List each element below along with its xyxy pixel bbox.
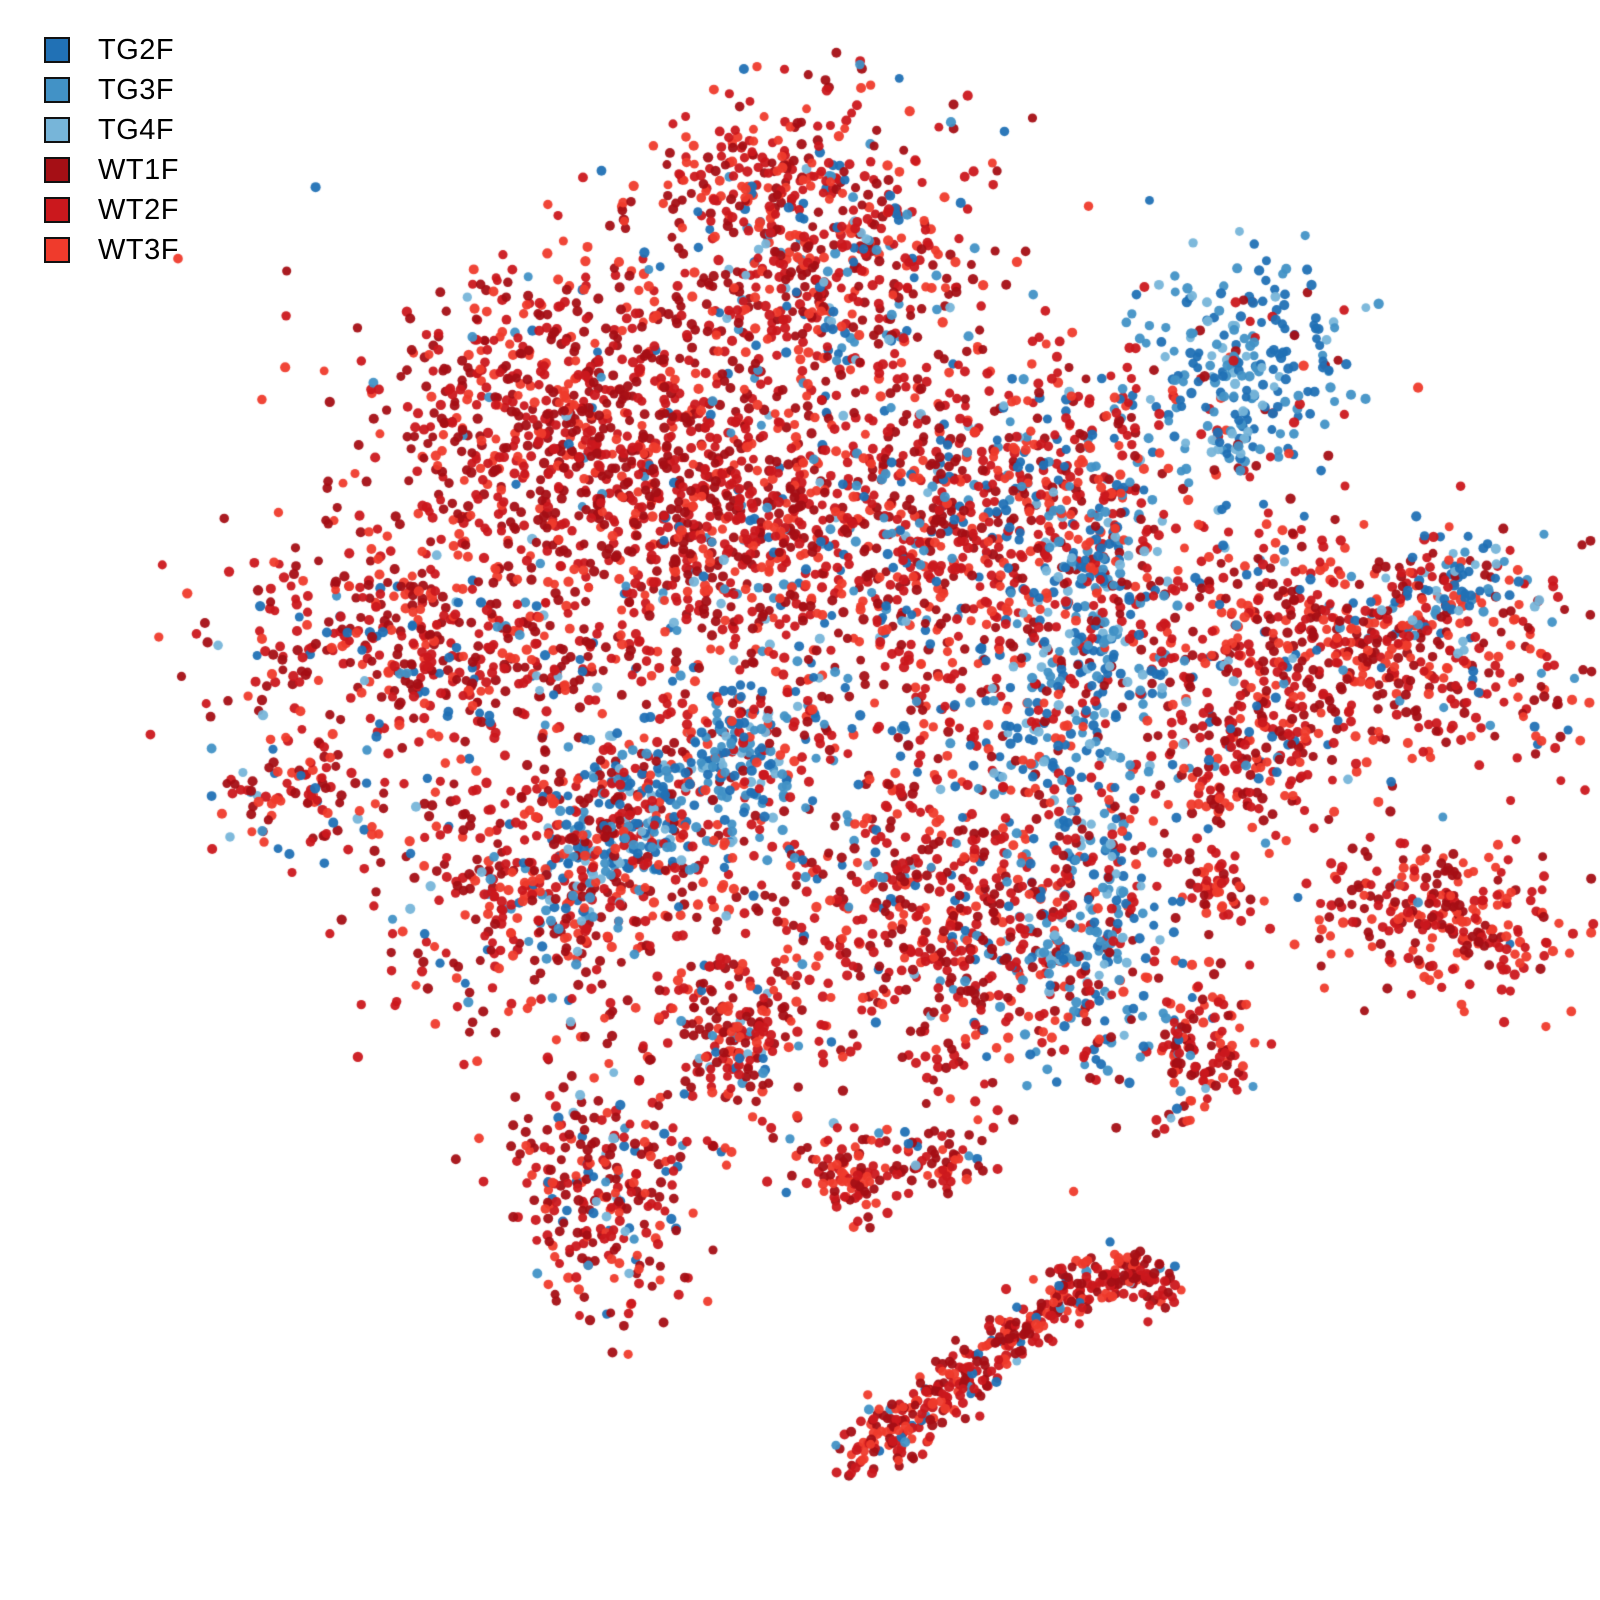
legend-item-tg3f: TG3F xyxy=(44,70,179,110)
legend-label-wt1f: WT1F xyxy=(98,153,179,186)
legend-item-tg2f: TG2F xyxy=(44,30,179,70)
legend-label-wt2f: WT2F xyxy=(98,193,179,226)
legend-swatch-tg3f xyxy=(44,77,70,103)
legend-label-tg2f: TG2F xyxy=(98,33,175,66)
legend: TG2F TG3F TG4F WT1F WT2F WT3F xyxy=(44,30,179,270)
legend-item-tg4f: TG4F xyxy=(44,110,179,150)
legend-swatch-wt2f xyxy=(44,197,70,223)
legend-item-wt1f: WT1F xyxy=(44,150,179,190)
legend-label-wt3f: WT3F xyxy=(98,233,179,266)
legend-swatch-wt1f xyxy=(44,157,70,183)
legend-label-tg3f: TG3F xyxy=(98,73,175,106)
legend-item-wt3f: WT3F xyxy=(44,230,179,270)
legend-swatch-tg2f xyxy=(44,37,70,63)
legend-item-wt2f: WT2F xyxy=(44,190,179,230)
legend-swatch-wt3f xyxy=(44,237,70,263)
legend-label-tg4f: TG4F xyxy=(98,113,175,146)
legend-swatch-tg4f xyxy=(44,117,70,143)
